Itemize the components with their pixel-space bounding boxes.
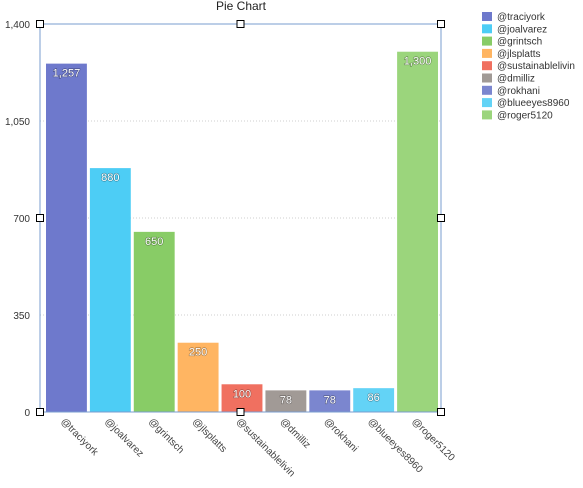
legend-item: @blueeyes8960 — [497, 98, 570, 109]
legend-swatch — [482, 98, 492, 108]
resize-handle[interactable] — [36, 20, 44, 28]
resize-handle[interactable] — [236, 408, 245, 416]
legend-swatch — [482, 48, 492, 58]
data-label: 1,257 — [53, 68, 81, 80]
legend-swatch — [482, 12, 492, 21]
resize-handle[interactable] — [437, 408, 445, 416]
bar-roger5120[interactable] — [397, 51, 438, 412]
resize-handle[interactable] — [236, 20, 245, 28]
data-label: 880 — [101, 172, 119, 184]
resize-handle[interactable] — [36, 408, 44, 416]
x-tick-label: @jlsplatts — [190, 416, 229, 455]
bar-dmilliz[interactable] — [265, 390, 307, 412]
data-label: 86 — [368, 392, 380, 404]
legend-swatch — [482, 110, 492, 120]
data-label: 100 — [233, 388, 251, 400]
legend: @traciyork@joalvarez@grintsch@jlsplatts@… — [482, 12, 575, 121]
y-tick-label: 1,400 — [5, 20, 30, 31]
legend-swatch — [482, 36, 492, 46]
x-tick-label: @joalvarez — [102, 416, 145, 459]
legend-item: @joalvarez — [497, 24, 547, 35]
x-tick-label: @rokhani — [322, 416, 360, 454]
legend-item: @roger5120 — [497, 110, 553, 121]
x-tick-label: @dmilliz — [278, 416, 313, 451]
data-label: 650 — [145, 236, 163, 248]
resize-handle[interactable] — [36, 214, 44, 222]
legend-item: @sustainablelivin — [497, 61, 575, 72]
bar-joalvarez[interactable] — [89, 168, 131, 412]
legend-swatch — [482, 85, 492, 95]
y-axis: 0 350 700 1,050 1,400 — [5, 20, 30, 419]
y-tick-label: 0 — [24, 408, 30, 419]
bar-traciyork[interactable] — [46, 63, 87, 412]
x-tick-label: @traciyork — [58, 416, 100, 458]
x-axis: @traciyork @joalvarez @grintsch @jlsplatts @… — [58, 416, 457, 479]
legend-swatch — [482, 24, 492, 34]
data-label: 78 — [280, 394, 292, 406]
bar-blueeyes8960[interactable] — [353, 388, 395, 412]
bar-rokhani[interactable] — [309, 390, 351, 412]
y-tick-label: 350 — [13, 311, 30, 322]
legend-item: @dmilliz — [497, 74, 535, 85]
data-label: 1,300 — [404, 56, 432, 68]
legend-item: @grintsch — [497, 37, 542, 48]
chart-title: Pie Chart — [216, 0, 267, 13]
legend-item: @jlsplatts — [497, 49, 541, 60]
legend-swatch — [482, 73, 492, 83]
legend-item: @traciyork — [497, 12, 546, 23]
y-tick-label: 700 — [13, 214, 30, 225]
legend-item: @rokhani — [497, 86, 540, 97]
resize-handle[interactable] — [437, 214, 445, 222]
bar-grintsch[interactable] — [133, 231, 175, 412]
data-label: 78 — [324, 394, 336, 406]
legend-swatch — [482, 61, 492, 71]
bars — [46, 51, 438, 412]
y-tick-label: 1,050 — [5, 117, 30, 128]
resize-handle[interactable] — [437, 20, 445, 28]
x-tick-label: @roger5120 — [409, 416, 457, 464]
data-labels: 1,257 880 650 250 100 78 78 86 1,300 — [52, 55, 432, 407]
bar-sustainablelivin[interactable] — [221, 384, 263, 412]
x-tick-label: @grintsch — [146, 416, 186, 456]
selection-frame[interactable] — [36, 20, 445, 416]
bar-jlsplatts[interactable] — [177, 342, 219, 412]
data-label: 250 — [189, 347, 207, 359]
